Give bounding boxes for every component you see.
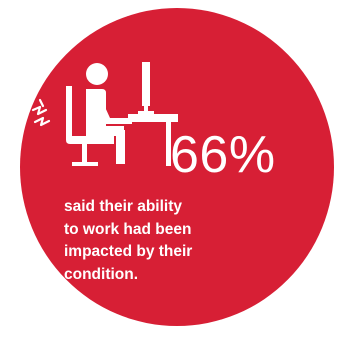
stat-caption-line: condition. <box>64 265 139 283</box>
stat-caption: said their ability to work had been impa… <box>64 196 274 286</box>
stat-caption-line: impacted by their <box>64 243 193 260</box>
stat-caption-line: said their ability <box>64 198 183 215</box>
red-circle-background <box>20 8 334 326</box>
pain-lines-icon <box>31 98 51 127</box>
stat-percentage: 66% <box>170 126 276 184</box>
office-worker-back-pain-icon <box>31 62 178 166</box>
stat-caption-line: to work had been <box>64 220 192 238</box>
